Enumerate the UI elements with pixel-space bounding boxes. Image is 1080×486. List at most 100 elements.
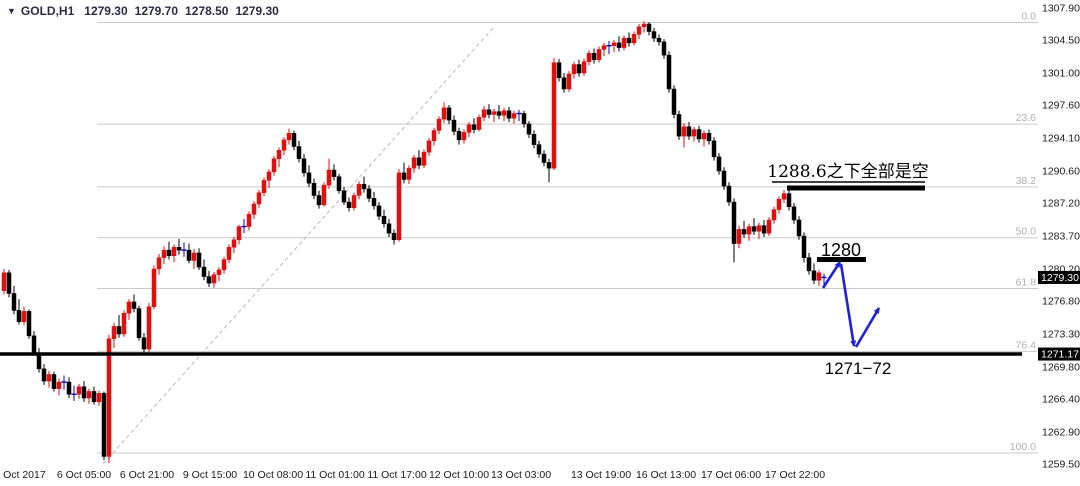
candle-body	[151, 268, 157, 307]
candle-body	[341, 190, 347, 203]
time-axis-label: 12 Oct 10:00	[429, 469, 489, 481]
time-axis-label: 17 Oct 22:00	[765, 469, 825, 481]
candle-body	[721, 170, 727, 187]
candle-body	[356, 183, 362, 196]
candle-body	[681, 126, 687, 137]
candle-body	[26, 311, 32, 337]
time-axis[interactable]: 5 Oct 2017 6 Oct 05:00 6 Oct 21:00 9 Oct 15…	[0, 469, 825, 481]
candle-body	[686, 126, 692, 137]
price-axis-label: 1276.80	[1042, 296, 1080, 308]
candle-body	[701, 133, 707, 140]
projection-arrow-1[interactable]	[821, 261, 842, 289]
candle-body	[46, 374, 52, 382]
time-axis-label: 17 Oct 06:00	[701, 469, 761, 481]
candle-body	[331, 169, 337, 177]
candle-body	[96, 393, 102, 403]
candle-body	[81, 386, 87, 399]
candle-body	[216, 269, 222, 275]
candle-body	[86, 391, 92, 399]
candle-body	[16, 310, 22, 322]
chart-header: ▼ GOLD,H1 1279.30 1279.70 1278.50 1279.30	[7, 4, 286, 18]
candle-body	[366, 188, 372, 199]
candle-body	[196, 252, 202, 268]
time-axis-label: 6 Oct 05:00	[57, 469, 111, 481]
candle-body	[756, 225, 762, 232]
time-axis-label: 11 Oct 17:00	[367, 469, 427, 481]
price-axis[interactable]: 1307.90 1304.50 1301.00 1297.60 1294.10 1290.…	[1038, 3, 1080, 471]
candle-body	[1, 272, 7, 291]
candle-body	[716, 156, 722, 172]
candle-body	[56, 381, 62, 389]
candle-body	[381, 215, 387, 225]
candle-body	[496, 111, 502, 116]
candle-body	[661, 41, 667, 56]
candle-body	[121, 313, 127, 335]
candle-body	[271, 158, 277, 173]
candle-body	[321, 184, 327, 206]
candle-body	[491, 111, 497, 115]
candle-body	[76, 386, 82, 395]
candle-body	[576, 64, 582, 74]
candle-body	[166, 249, 172, 257]
candle-body	[581, 61, 587, 74]
time-axis-label: 13 Oct 19:00	[571, 469, 631, 481]
candle-body	[511, 113, 517, 119]
symbol-period-label: GOLD,H1	[20, 4, 75, 18]
candle-body	[751, 226, 757, 232]
candle-body	[291, 133, 297, 147]
dashed-trendline[interactable]	[102, 27, 494, 465]
candle-body	[556, 62, 562, 78]
candle-body	[311, 182, 317, 196]
candle-body	[251, 203, 257, 215]
quote-open: 1279.30	[84, 4, 128, 18]
projection-arrow-3[interactable]	[854, 307, 881, 348]
candle-body	[766, 219, 772, 234]
symbol-dropdown-icon[interactable]: ▼	[7, 6, 16, 16]
candle-body	[616, 42, 622, 48]
candle-body	[816, 272, 822, 281]
price-axis-label: 1287.20	[1042, 198, 1080, 210]
candle-body	[171, 247, 177, 257]
candle-body	[656, 37, 662, 43]
annotation-text-1280[interactable]: 1280	[821, 240, 861, 260]
fib-label-23.6: 23.6	[1016, 112, 1037, 124]
candle-body	[111, 326, 117, 339]
candle-body	[416, 157, 422, 166]
time-axis-label: 10 Oct 08:00	[243, 469, 303, 481]
candle-body	[351, 195, 357, 208]
time-axis-label: 16 Oct 13:00	[636, 469, 696, 481]
candle-body	[426, 140, 432, 153]
candle-body	[466, 124, 472, 133]
projection-arrow-2[interactable]	[839, 263, 857, 347]
candle-body	[771, 209, 777, 221]
candle-body	[621, 37, 627, 48]
candle-body	[651, 31, 657, 39]
candle-body	[276, 150, 282, 159]
price-axis-label: 1262.90	[1042, 426, 1080, 438]
candle-body	[286, 133, 292, 141]
price-tag-label-support-line-price: 1271.17	[1041, 349, 1079, 361]
annotation-text-1288-note[interactable]: 1288.6之下全部是空	[767, 162, 928, 182]
candle-body	[141, 337, 147, 350]
candle-body	[451, 119, 457, 132]
candle-body	[191, 252, 197, 261]
candle-body	[446, 107, 452, 121]
candle-body	[436, 118, 442, 131]
annotation-text-1271-72[interactable]: 1271−72	[825, 359, 892, 378]
candle-body	[101, 393, 107, 457]
candle-body	[626, 37, 632, 44]
candle-body	[711, 140, 717, 158]
candle-body	[186, 249, 192, 261]
candle-body	[736, 229, 742, 244]
candle-body	[536, 144, 542, 155]
candle-body	[221, 259, 227, 271]
candle-body	[526, 123, 532, 135]
candle-body	[421, 151, 427, 166]
candles-series	[1, 21, 827, 464]
candle-body	[456, 131, 462, 141]
fibonacci-retracement[interactable]: 0.0 23.6 38.2 50.0 61.8 76.4 100.0	[97, 11, 1038, 454]
fib-label-61.8: 61.8	[1016, 276, 1037, 288]
candle-body	[731, 201, 737, 244]
fib-label-100.0: 100.0	[1010, 441, 1036, 453]
